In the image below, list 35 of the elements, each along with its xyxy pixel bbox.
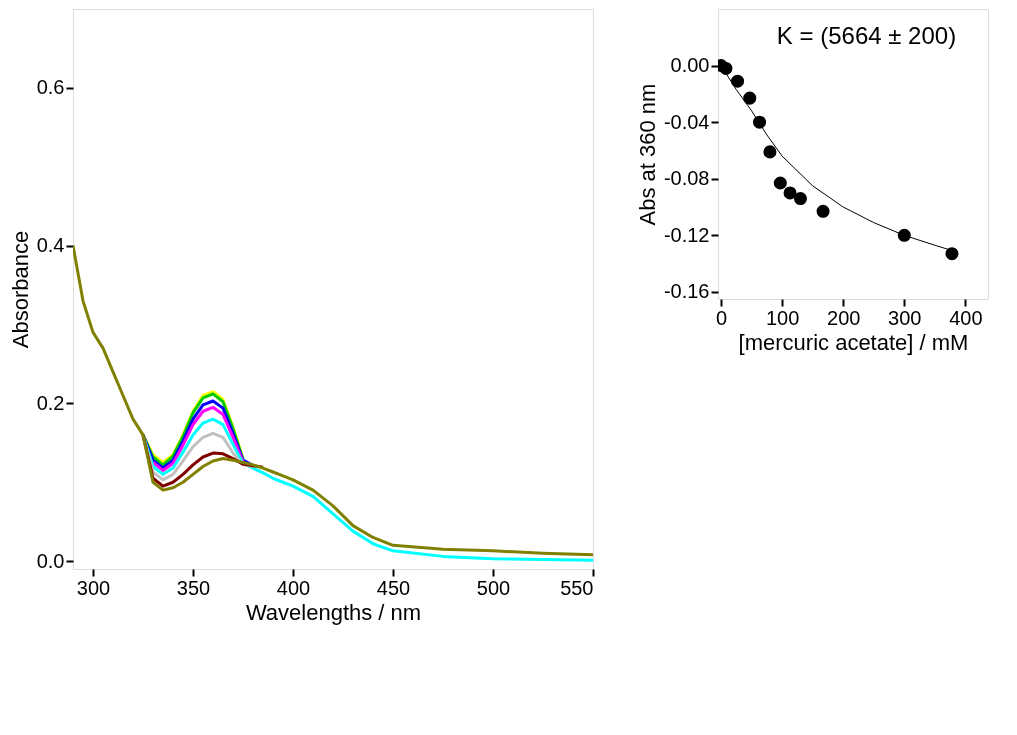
x-tick-label: 300 xyxy=(76,576,111,599)
x-tick-label: 400 xyxy=(949,306,983,329)
x-tick-label: 100 xyxy=(765,306,800,329)
point xyxy=(743,91,757,105)
x-axis-title: [mercuric acetate] / mM xyxy=(738,329,969,355)
point xyxy=(773,176,787,190)
y-tick-label: -0.04 xyxy=(663,110,710,133)
y-tick-label: 0.0 xyxy=(36,549,65,572)
x-tick-label: 450 xyxy=(376,576,411,599)
y-tick-label: 0.4 xyxy=(36,234,65,257)
line-series xyxy=(151,405,245,472)
x-tick-label: 550 xyxy=(560,576,594,599)
y-axis-title: Abs at 360 nm xyxy=(634,83,660,226)
y-tick-label: 0.00 xyxy=(670,54,710,77)
y-tick-label: 0.6 xyxy=(36,76,65,99)
point xyxy=(763,145,777,159)
x-tick-label: 0 xyxy=(715,306,728,329)
point xyxy=(731,74,745,88)
y-tick-label: -0.12 xyxy=(663,223,710,246)
line-series xyxy=(73,244,593,557)
x-tick-label: 400 xyxy=(276,576,311,599)
y-tick-label: -0.08 xyxy=(663,167,710,190)
x-tick-label: 350 xyxy=(176,576,211,599)
y-tick-label: -0.16 xyxy=(663,280,710,303)
point xyxy=(816,204,830,218)
point xyxy=(783,186,797,200)
point xyxy=(945,247,959,261)
x-tick-label: 500 xyxy=(476,576,511,599)
x-tick-label: 300 xyxy=(888,306,922,329)
y-tick-label: 0.2 xyxy=(36,391,65,414)
x-axis-title: Wavelengths / nm xyxy=(245,599,422,625)
annotation: K = (5664 ± 200) xyxy=(776,22,957,49)
x-tick-label: 200 xyxy=(827,306,861,329)
y-axis-title: Absorbance xyxy=(7,230,33,349)
point xyxy=(793,192,807,206)
